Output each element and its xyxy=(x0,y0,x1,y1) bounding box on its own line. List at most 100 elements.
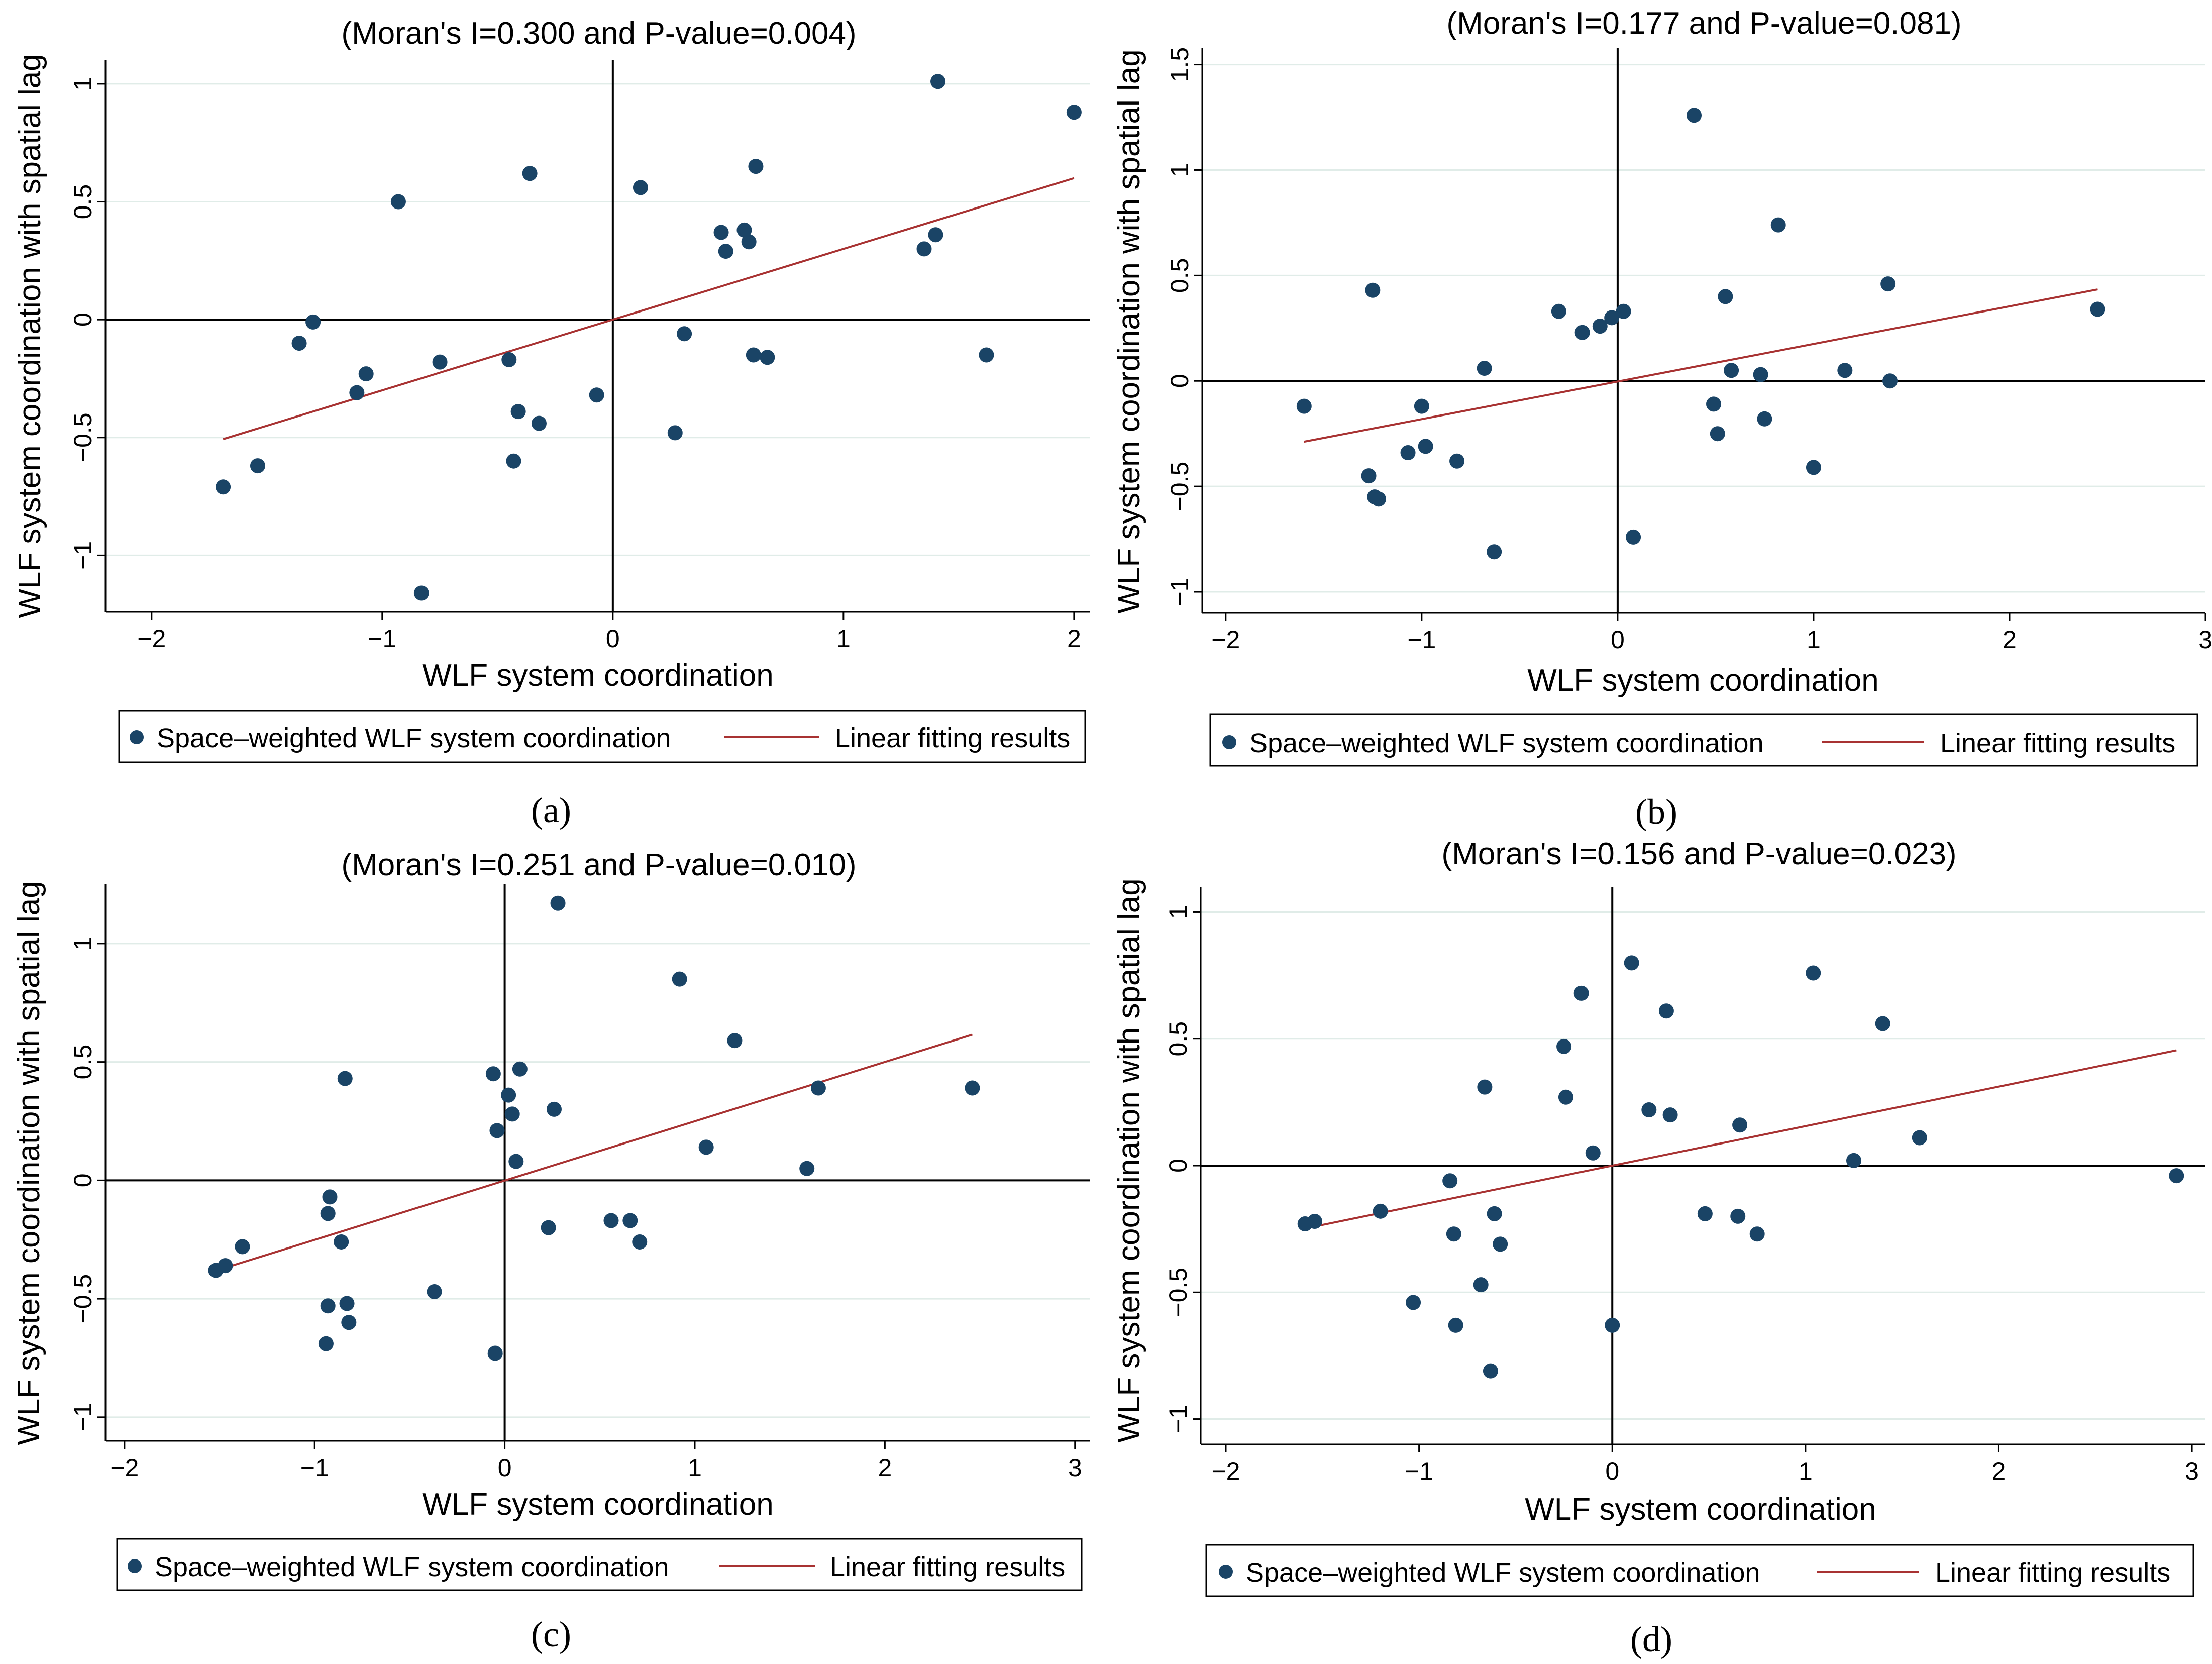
data-point xyxy=(1477,1079,1493,1095)
data-point xyxy=(1875,1016,1890,1031)
x-tick-label: −2 xyxy=(110,1453,139,1482)
data-point xyxy=(1604,310,1620,326)
y-tick-label: 0 xyxy=(69,1173,97,1187)
legend-points-label: Space–weighted WLF system coordination xyxy=(1249,728,1764,758)
x-tick-label: 0 xyxy=(1605,1457,1619,1485)
x-tick-label: 0 xyxy=(498,1453,512,1482)
data-point xyxy=(633,180,648,195)
panel-a-ylabel: WLF system coordination with spatial lag xyxy=(13,54,47,618)
data-point xyxy=(358,366,374,382)
data-point xyxy=(1418,439,1433,454)
data-point xyxy=(1626,529,1641,545)
panel-a: (Moran's I=0.300 and P-value=0.004) −1 −0… xyxy=(13,16,1090,830)
data-point xyxy=(1414,398,1429,414)
panel-d-ylabel: WLF system coordination with spatial lag xyxy=(1112,878,1146,1442)
data-point xyxy=(390,194,406,210)
y-tick-label: 0 xyxy=(69,313,97,327)
data-point xyxy=(1806,965,1821,981)
data-point xyxy=(1837,363,1853,378)
data-point xyxy=(1585,1145,1601,1161)
data-point xyxy=(2169,1168,2184,1184)
data-point xyxy=(698,1139,714,1155)
panel-b-ylabel: WLF system coordination with spatial lag xyxy=(1112,49,1146,613)
data-point xyxy=(1574,325,1590,340)
data-point xyxy=(1296,398,1312,414)
y-tick-label: −0.5 xyxy=(69,412,97,462)
legend-marker xyxy=(128,1559,142,1573)
x-tick-label: 1 xyxy=(836,625,851,653)
panel-a-plot: −1 −0.5 0 0.5 1 −2 −1 0 1 2 xyxy=(69,60,1090,653)
data-point xyxy=(1365,282,1381,298)
x-tick-label: 3 xyxy=(1068,1453,1082,1482)
legend-marker xyxy=(1222,735,1236,749)
y-tick-label: 0.5 xyxy=(69,184,97,220)
data-point xyxy=(1846,1153,1861,1168)
data-point xyxy=(1624,955,1639,971)
legend-line-label: Linear fitting results xyxy=(1940,728,2175,758)
data-point xyxy=(1641,1102,1657,1117)
data-point xyxy=(1730,1208,1746,1224)
fit-line xyxy=(1305,1049,2177,1230)
panel-c-legend: Space–weighted WLF system coordination L… xyxy=(116,1538,1083,1591)
data-point xyxy=(727,1033,743,1049)
data-point xyxy=(235,1239,250,1255)
panel-c: (Moran's I=0.251 and P-value=0.010) −1 −0… xyxy=(12,848,1090,1654)
data-point xyxy=(1697,1206,1713,1221)
legend-box xyxy=(118,710,1086,763)
y-tick-label: 1.5 xyxy=(1166,47,1194,82)
data-point xyxy=(1446,1226,1461,1242)
y-tick-label: 0 xyxy=(1166,374,1194,388)
x-tick-label: −1 xyxy=(1405,1457,1433,1485)
data-point xyxy=(1573,985,1589,1001)
data-point xyxy=(318,1336,334,1351)
y-tick-label: 0.5 xyxy=(69,1045,97,1080)
panel-d-title: (Moran's I=0.156 and P-value=0.023) xyxy=(1441,837,1956,871)
data-point xyxy=(1371,491,1387,507)
x-tick-label: 0 xyxy=(1611,626,1625,654)
x-tick-label: 2 xyxy=(878,1453,892,1482)
data-point xyxy=(250,458,265,474)
data-point xyxy=(799,1161,815,1176)
y-tick-label: 0.5 xyxy=(1164,1021,1192,1057)
data-point xyxy=(531,415,547,431)
data-point xyxy=(504,1106,520,1122)
x-tick-label: −2 xyxy=(137,625,166,653)
data-point xyxy=(2090,301,2105,317)
legend-points-label: Space–weighted WLF system coordination xyxy=(155,1552,669,1582)
data-point xyxy=(341,1315,357,1330)
data-point xyxy=(485,1066,501,1082)
data-point xyxy=(1556,1038,1572,1054)
data-point xyxy=(632,1234,648,1250)
x-tick-label: 3 xyxy=(2198,626,2212,654)
panel-b: (Moran's I=0.177 and P-value=0.081) −1 −0… xyxy=(1112,6,2212,832)
x-tick-label: −1 xyxy=(300,1453,329,1482)
y-tick-label: 1 xyxy=(69,937,97,951)
y-tick-label: −0.5 xyxy=(69,1274,97,1324)
data-point xyxy=(1487,544,1502,560)
data-point xyxy=(622,1213,638,1228)
data-point xyxy=(672,971,687,987)
y-tick-label: 0.5 xyxy=(1166,258,1194,293)
data-point xyxy=(506,453,521,469)
data-point xyxy=(413,585,429,601)
data-point xyxy=(1592,319,1608,334)
data-point xyxy=(320,1298,336,1314)
data-point xyxy=(1880,276,1896,292)
data-point xyxy=(512,1061,528,1077)
data-point xyxy=(1551,303,1566,319)
data-point xyxy=(1882,373,1898,389)
panel-d-legend: Space–weighted WLF system coordination L… xyxy=(1205,1544,2194,1597)
x-tick-label: 2 xyxy=(2003,626,2017,654)
data-point xyxy=(508,1154,524,1169)
data-point xyxy=(718,244,733,259)
x-tick-label: 2 xyxy=(1992,1457,2006,1485)
panel-c-caption: (c) xyxy=(531,1614,571,1654)
panel-c-xlabel: WLF system coordination xyxy=(422,1487,773,1522)
data-point xyxy=(741,234,757,250)
data-point xyxy=(550,895,566,911)
data-point xyxy=(541,1220,556,1235)
x-tick-label: 2 xyxy=(1067,625,1081,653)
data-point xyxy=(1483,1363,1498,1379)
legend-box xyxy=(1209,713,2198,767)
